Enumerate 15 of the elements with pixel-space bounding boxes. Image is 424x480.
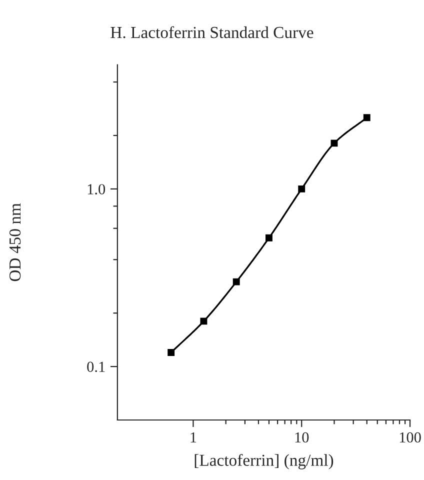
x-tick-label: 10 <box>295 432 309 443</box>
chart-title: H. Lactoferrin Standard Curve <box>110 26 314 38</box>
point <box>200 318 208 325</box>
point <box>232 278 240 286</box>
point <box>168 349 175 356</box>
point <box>266 234 272 242</box>
point <box>363 114 370 122</box>
x-axis-title: [Lactoferrin] (ng/ml) <box>194 454 334 470</box>
point <box>298 185 306 192</box>
y-tick-label: 1.0 <box>88 184 106 194</box>
point <box>330 140 338 147</box>
x-tick-label: 100 <box>400 432 421 443</box>
y-axis-title: OD 450 nm <box>9 203 21 282</box>
y-tick-label: 0.1 <box>87 362 105 372</box>
x-tick-label: 1 <box>190 432 196 442</box>
